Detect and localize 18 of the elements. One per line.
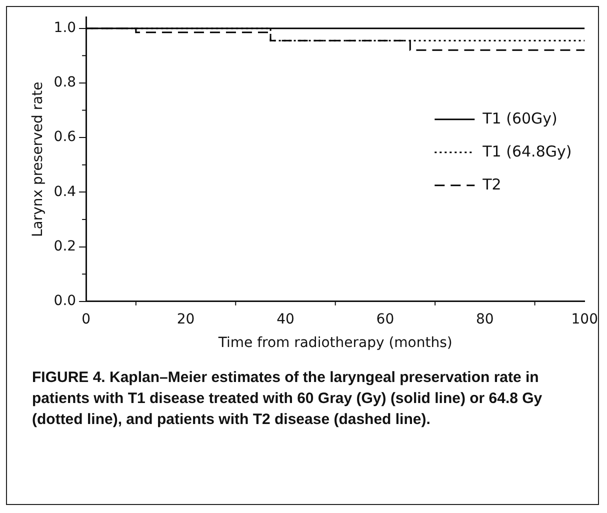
x-tick-label: 60 <box>376 311 394 328</box>
x-tick-label: 40 <box>276 311 294 328</box>
x-axis-title: Time from radiotherapy (months) <box>217 335 452 352</box>
y-tick-label: 0.8 <box>54 74 76 91</box>
x-tick-label: 100 <box>571 311 598 328</box>
y-tick-label: 0.4 <box>54 184 76 200</box>
legend-label: T1 (64.8Gy) <box>482 142 572 160</box>
x-tick-label: 0 <box>82 311 91 328</box>
caption: FIGURE 4. Kaplan–Meier estimates of the laryngeal preservation rate in patients with T1 disease treated with 60 Gray (Gy) (solid line) or 64.8 Gy (dotted line), and patients with T2 disease (dashed line). <box>32 368 544 430</box>
x-tick-label: 80 <box>476 311 494 328</box>
y-tick-label: 0.6 <box>54 129 76 146</box>
y-axis-title: Larynx preserved rate <box>30 82 46 238</box>
y-tick-label: 0.2 <box>54 238 76 254</box>
x-tick-label: 20 <box>176 311 195 328</box>
legend-label: T1 (60Gy) <box>482 109 558 128</box>
y-tick-label: 1.0 <box>54 20 76 36</box>
y-tick-label: 0.0 <box>54 293 76 310</box>
legend-label: T2 <box>482 175 502 194</box>
